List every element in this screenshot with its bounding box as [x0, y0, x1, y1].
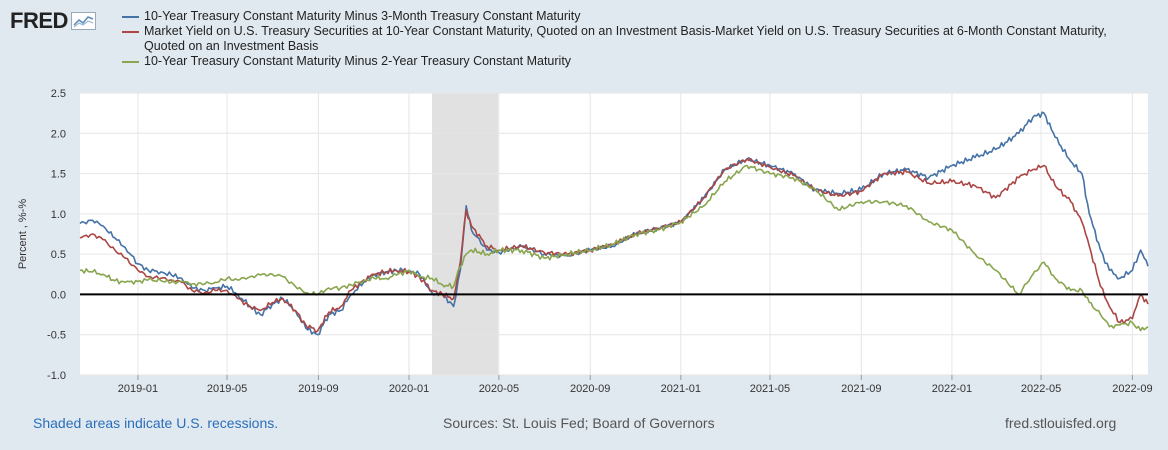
x-tick-label: 2022-05 [1021, 383, 1061, 395]
x-tick-label: 2019-05 [207, 383, 247, 395]
y-tick-label: 2.0 [51, 128, 66, 140]
legend-swatch-10y-2y [122, 61, 139, 63]
line-chart[interactable]: 2.5 2.0 1.5 1.0 0.5 0.0 -0.5 -1.0 2019-01 2019-05… [0, 0, 1168, 410]
fred-graph-icon [70, 12, 96, 30]
y-tick-label: -0.5 [47, 330, 66, 342]
series-line-0 [79, 111, 1149, 336]
legend-label-10y-6m: Market Yield on U.S. Treasury Securities… [144, 24, 1107, 53]
legend-entry-10y-6m[interactable]: Market Yield on U.S. Treasury Securities… [122, 24, 1122, 54]
y-tick-label: 2.5 [51, 88, 66, 100]
y-tick-label: 1.5 [51, 169, 66, 181]
legend-swatch-10y-3m [122, 16, 139, 18]
recession-shading [432, 93, 499, 375]
plot-background [80, 93, 1148, 375]
legend-label-10y-2y: 10-Year Treasury Constant Maturity Minus… [144, 54, 572, 68]
y-tick-label: 0.5 [51, 249, 66, 261]
x-tick-label: 2020-01 [389, 383, 429, 395]
x-tick-label: 2022-09 [1112, 383, 1152, 395]
y-tick-label: 0.0 [51, 289, 66, 301]
logo-text: FRED [10, 8, 68, 33]
chart-area[interactable]: 2.5 2.0 1.5 1.0 0.5 0.0 -0.5 -1.0 2019-01 2019-05… [0, 0, 1168, 415]
sources-note: Sources: St. Louis Fed; Board of Governo… [443, 415, 715, 431]
legend-entry-10y-2y[interactable]: 10-Year Treasury Constant Maturity Minus… [122, 54, 1122, 69]
x-tick-label: 2022-01 [932, 383, 972, 395]
x-tick-label: 2020-05 [479, 383, 519, 395]
fred-logo[interactable]: FRED [10, 8, 97, 34]
x-tick-label: 2021-01 [661, 383, 701, 395]
y-tick-label: 1.0 [51, 209, 66, 221]
legend-label-10y-3m: 10-Year Treasury Constant Maturity Minus… [144, 9, 581, 23]
site-link[interactable]: fred.stlouisfed.org [1005, 415, 1117, 431]
y-axis-label: Percent , %-% [17, 199, 29, 270]
x-tick-label: 2021-05 [750, 383, 790, 395]
legend-entry-10y-3m[interactable]: 10-Year Treasury Constant Maturity Minus… [122, 9, 1122, 24]
x-tick-label: 2020-09 [570, 383, 610, 395]
x-tick-label: 2019-09 [298, 383, 338, 395]
y-tick-label: -1.0 [47, 370, 66, 382]
chart-legend: 10-Year Treasury Constant Maturity Minus… [122, 9, 1122, 69]
x-tick-label: 2019-01 [118, 383, 158, 395]
recession-note: Shaded areas indicate U.S. recessions. [33, 415, 279, 431]
legend-swatch-10y-6m [122, 31, 139, 33]
series-line-2 [79, 164, 1149, 332]
x-tick-label: 2021-09 [841, 383, 881, 395]
